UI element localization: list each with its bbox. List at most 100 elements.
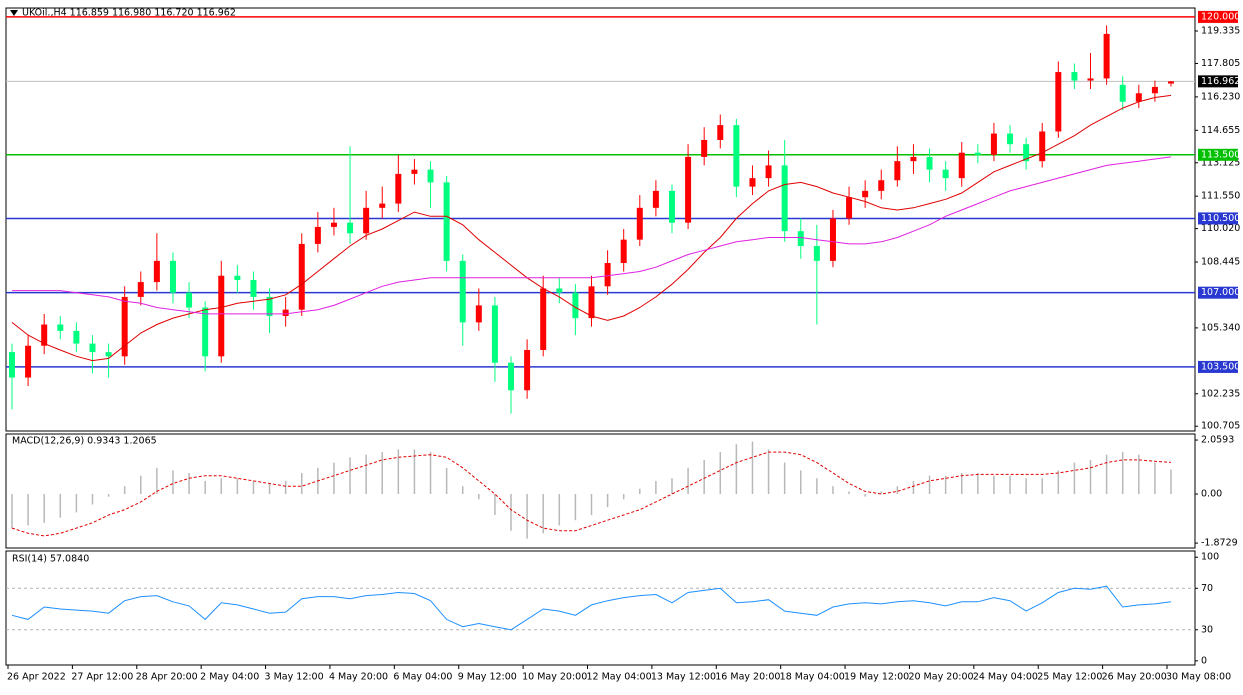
rsi-line bbox=[11, 585, 1172, 631]
candle-body bbox=[1055, 72, 1062, 132]
level-label: 120.000 bbox=[1201, 11, 1240, 22]
candle-body bbox=[878, 180, 885, 191]
candle-body bbox=[379, 203, 386, 208]
y-tick-label: 110.020 bbox=[1201, 223, 1240, 234]
macd-signal bbox=[11, 451, 1172, 537]
y-tick-label: 114.655 bbox=[1201, 125, 1240, 136]
y-tick-label: 100.705 bbox=[1201, 421, 1240, 432]
candle-body bbox=[829, 218, 836, 261]
y-tick-label: 102.235 bbox=[1201, 388, 1240, 399]
candle-body bbox=[186, 292, 193, 308]
candle-body bbox=[813, 246, 820, 261]
candle-body bbox=[1135, 93, 1142, 102]
x-tick-label: 10 May 20:00 bbox=[522, 672, 587, 683]
candle-body bbox=[942, 169, 949, 179]
candle-body bbox=[250, 279, 257, 297]
candle-body bbox=[427, 169, 434, 183]
candle-body bbox=[443, 182, 450, 261]
x-tick-label: 6 May 04:00 bbox=[393, 672, 452, 683]
candle-body bbox=[491, 305, 498, 363]
y-tick-label: 105.340 bbox=[1201, 322, 1240, 333]
chart-legend: UKOil.,H4 116.859 116.980 116.720 116.96… bbox=[22, 8, 236, 19]
candle-body bbox=[508, 362, 515, 391]
moving-average bbox=[11, 94, 1172, 362]
candle-body bbox=[572, 292, 579, 319]
candle-body bbox=[266, 296, 273, 317]
candle-body bbox=[218, 275, 225, 357]
panel-legend: MACD(12,26,9) 0.9343 1.2065 bbox=[12, 436, 157, 447]
level-label: 110.500 bbox=[1201, 213, 1240, 224]
level-label-bg bbox=[1198, 212, 1238, 225]
x-tick-label: 26 Apr 2022 bbox=[7, 672, 66, 683]
candle-body bbox=[1151, 86, 1158, 94]
y-tick-label: 0.00 bbox=[1201, 489, 1222, 500]
candle-body bbox=[958, 152, 965, 179]
candle-body bbox=[894, 161, 901, 181]
candle-body bbox=[717, 125, 724, 140]
candle-body bbox=[105, 352, 112, 357]
candle-body bbox=[733, 125, 740, 187]
candle-body bbox=[475, 305, 482, 323]
candle-body bbox=[636, 207, 643, 240]
panel-frame bbox=[5, 550, 1196, 666]
candle-body bbox=[862, 190, 869, 198]
candle-body bbox=[1023, 144, 1030, 162]
level-label: 103.500 bbox=[1201, 361, 1240, 372]
x-tick-label: 12 May 04:00 bbox=[587, 672, 652, 683]
candle-body bbox=[347, 222, 354, 234]
y-tick-label: 0 bbox=[1201, 655, 1207, 666]
candle-body bbox=[1119, 84, 1126, 102]
candle-body bbox=[540, 288, 547, 350]
x-tick-label: 30 May 08:00 bbox=[1166, 672, 1231, 683]
candle-body bbox=[1071, 72, 1078, 81]
candle-body bbox=[749, 178, 756, 187]
candle-body bbox=[330, 222, 337, 227]
level-label-bg bbox=[1198, 360, 1238, 373]
y-tick-label: 117.805 bbox=[1201, 58, 1240, 69]
current-price-bg bbox=[1198, 75, 1238, 88]
candle-body bbox=[395, 173, 402, 204]
x-tick-label: 28 Apr 20:00 bbox=[136, 672, 198, 683]
x-tick-label: 25 May 12:00 bbox=[1037, 672, 1102, 683]
y-tick-label: 119.335 bbox=[1201, 26, 1240, 37]
y-tick-label: 116.230 bbox=[1201, 91, 1240, 102]
candle-body bbox=[926, 156, 933, 170]
candle-body bbox=[41, 324, 48, 346]
candle-body bbox=[282, 309, 289, 317]
candle-body bbox=[25, 345, 32, 378]
candle-body bbox=[781, 165, 788, 232]
candle-body bbox=[1103, 33, 1110, 79]
candle-body bbox=[588, 286, 595, 319]
y-tick-label: 30 bbox=[1201, 624, 1213, 635]
candle-body bbox=[765, 165, 772, 179]
level-label-bg bbox=[1198, 148, 1238, 161]
y-tick-label: 108.445 bbox=[1201, 257, 1240, 268]
x-tick-label: 26 May 20:00 bbox=[1102, 672, 1167, 683]
candle-body bbox=[1039, 131, 1046, 162]
y-tick-label: -1.8729 bbox=[1201, 538, 1238, 549]
x-tick-label: 2 May 04:00 bbox=[200, 672, 259, 683]
x-tick-label: 3 May 12:00 bbox=[265, 672, 324, 683]
level-label-bg bbox=[1198, 286, 1238, 299]
y-tick-label: 113.125 bbox=[1201, 157, 1240, 168]
candle-body bbox=[363, 207, 370, 234]
candle-body bbox=[121, 296, 128, 357]
candle-body bbox=[652, 190, 659, 208]
x-tick-label: 18 May 04:00 bbox=[780, 672, 845, 683]
candle-body bbox=[9, 352, 15, 378]
level-label: 107.000 bbox=[1201, 287, 1240, 298]
candle-body bbox=[169, 260, 176, 293]
x-tick-label: 20 May 20:00 bbox=[908, 672, 973, 683]
candle-body bbox=[604, 262, 611, 287]
x-tick-label: 9 May 12:00 bbox=[458, 672, 517, 683]
level-label-bg bbox=[1198, 10, 1238, 23]
candle-body bbox=[57, 324, 64, 331]
candle-body bbox=[1168, 81, 1174, 84]
candle-body bbox=[89, 343, 96, 353]
candle-body bbox=[73, 330, 80, 344]
y-tick-label: 111.550 bbox=[1201, 191, 1240, 202]
y-tick-label: 100 bbox=[1201, 552, 1219, 563]
panel-frame bbox=[5, 433, 1196, 549]
candle-body bbox=[1007, 133, 1014, 145]
